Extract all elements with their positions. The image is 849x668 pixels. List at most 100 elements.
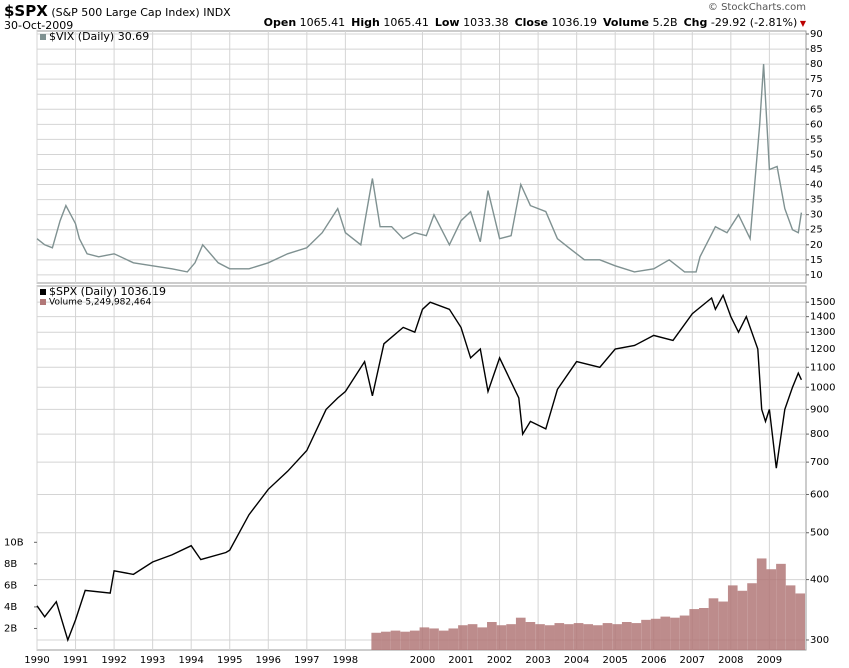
exchange: INDX xyxy=(203,6,231,19)
volume-bar xyxy=(525,622,536,650)
quote-label: High xyxy=(351,16,380,29)
y-tick-label: 85 xyxy=(810,44,823,55)
y-tick-label: 65 xyxy=(810,104,823,115)
quote-label: Volume xyxy=(603,16,650,29)
volume-bar xyxy=(718,601,728,650)
quote-label: Close xyxy=(514,16,549,29)
y2-tick-label: 2B xyxy=(4,623,17,634)
header: $SPX (S&P 500 Large Cap Index) INDX © St… xyxy=(4,2,806,32)
x-tick-label: 1994 xyxy=(178,655,203,666)
volume-bar xyxy=(708,598,719,650)
y-tick-label: 600 xyxy=(810,489,829,500)
x-tick-label: 2008 xyxy=(718,655,743,666)
y-tick-label: 1200 xyxy=(810,344,835,355)
volume-bar xyxy=(429,628,439,650)
y2-tick-label: 8B xyxy=(4,559,17,570)
y-tick-label: 75 xyxy=(810,74,823,85)
volume-bar xyxy=(689,609,700,650)
volume-bar xyxy=(727,585,738,650)
y2-tick-label: 4B xyxy=(4,602,17,613)
y-tick-label: 20 xyxy=(810,240,823,251)
volume-bar xyxy=(612,624,622,650)
quote-value: -29.92 (-2.81%) xyxy=(710,16,798,29)
quote-label: Chg xyxy=(683,16,708,29)
x-tick-label: 2005 xyxy=(602,655,627,666)
x-tick-label: 1991 xyxy=(63,655,88,666)
x-tick-label: 2006 xyxy=(641,655,666,666)
y-tick-label: 1500 xyxy=(810,297,835,308)
x-tick-label: 1996 xyxy=(256,655,281,666)
volume-bar xyxy=(544,625,555,650)
x-tick-label: 1998 xyxy=(333,655,358,666)
quote-value: 1033.38 xyxy=(463,16,509,29)
volume-bar xyxy=(458,625,468,650)
volume-bar xyxy=(381,631,391,650)
vix-panel xyxy=(36,30,807,284)
volume-bar xyxy=(438,630,449,650)
y-tick-label: 40 xyxy=(810,180,823,191)
y-tick-label: 55 xyxy=(810,134,823,145)
y-tick-label: 700 xyxy=(810,457,829,468)
spx-panel xyxy=(36,285,807,651)
volume-bar xyxy=(564,624,574,650)
quote-value: 1065.41 xyxy=(299,16,346,29)
volume-bar xyxy=(535,624,545,650)
volume-bar xyxy=(631,623,642,650)
credit: © StockCharts.com xyxy=(707,2,806,13)
down-arrow: ▼ xyxy=(797,19,806,28)
x-tick-label: 2001 xyxy=(448,655,473,666)
symbol: $SPX xyxy=(4,2,48,20)
y-tick-label: 300 xyxy=(810,635,829,646)
y-tick-label: 45 xyxy=(810,164,823,175)
volume-bar xyxy=(650,618,661,650)
x-tick-label: 1997 xyxy=(294,655,319,666)
volume-bar xyxy=(496,625,507,650)
x-tick-label: 2009 xyxy=(757,655,782,666)
quote-label: Low xyxy=(434,16,460,29)
legend-label: $SPX (Daily) 1036.19 xyxy=(49,285,166,298)
quote-value: 1036.19 xyxy=(551,16,598,29)
legend-swatch xyxy=(40,289,46,295)
y-tick-label: 80 xyxy=(810,59,823,70)
volume-bar xyxy=(699,608,709,650)
volume-bar xyxy=(602,623,613,650)
legend-label: Volume 5,249,982,464 xyxy=(49,298,151,308)
volume-bar xyxy=(737,590,748,650)
date: 30-Oct-2009 xyxy=(4,19,74,32)
x-tick-label: 2000 xyxy=(410,655,435,666)
volume-bar xyxy=(583,624,594,650)
volume-bar xyxy=(477,627,488,650)
volume-bar xyxy=(795,593,806,650)
x-tick-label: 2007 xyxy=(680,655,705,666)
y-tick-label: 30 xyxy=(810,210,823,221)
y-tick-label: 500 xyxy=(810,528,829,539)
volume-bar xyxy=(487,622,497,650)
volume-bar xyxy=(747,583,757,650)
volume-bar xyxy=(400,631,410,650)
y-tick-label: 800 xyxy=(810,429,829,440)
volume-bar xyxy=(785,585,796,650)
index-name: (S&P 500 Large Cap Index) xyxy=(51,6,200,19)
quote-value: 1065.41 xyxy=(383,16,429,29)
y2-tick-label: 6B xyxy=(4,580,17,591)
quote-label: Open xyxy=(263,16,297,29)
y-tick-label: 70 xyxy=(810,89,823,100)
x-tick-label: 2002 xyxy=(487,655,512,666)
y-tick-label: 90 xyxy=(810,29,823,40)
y-tick-label: 400 xyxy=(810,575,829,586)
legend-swatch xyxy=(40,299,46,305)
volume-bar xyxy=(506,624,516,650)
volume-bar xyxy=(660,616,671,650)
volume-bar xyxy=(593,625,603,650)
volume-bar xyxy=(419,627,430,650)
y-tick-label: 1400 xyxy=(810,312,835,323)
volume-bar xyxy=(766,569,777,650)
x-tick-label: 1995 xyxy=(217,655,242,666)
y-tick-label: 50 xyxy=(810,149,823,160)
y-tick-label: 1000 xyxy=(810,382,835,393)
volume-bar xyxy=(679,615,690,650)
volume-bar xyxy=(756,558,767,650)
volume-bar xyxy=(641,619,651,650)
